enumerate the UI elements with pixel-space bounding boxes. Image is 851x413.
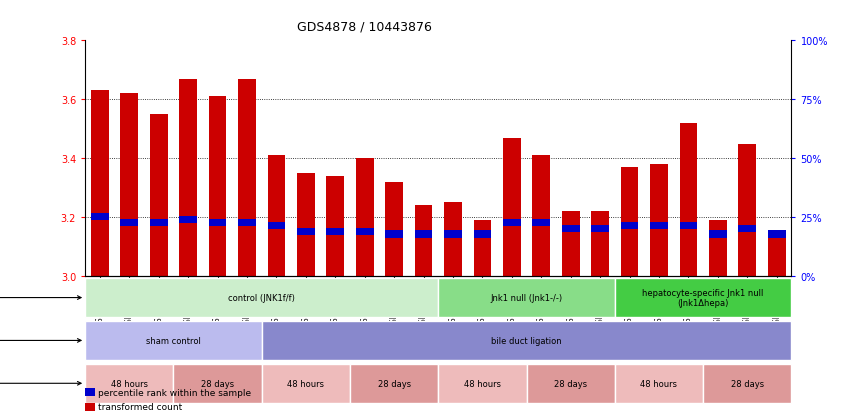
Text: Jnk1 null (Jnk1-/-): Jnk1 null (Jnk1-/-) [490,293,563,302]
Bar [709,221,727,276]
Bar [327,176,344,276]
Bar [562,225,580,233]
FancyBboxPatch shape [438,279,614,317]
Bar [414,206,432,276]
Bar [503,138,521,276]
Bar [444,231,462,238]
Bar [503,219,521,226]
Bar [473,221,491,276]
Bar [414,231,432,238]
Bar [121,219,138,226]
Bar [150,219,168,226]
Bar [739,144,757,276]
Bar [297,173,315,276]
Bar [680,222,697,230]
Bar [297,228,315,235]
Bar [591,225,609,233]
Bar [208,219,226,226]
Bar [91,91,109,276]
FancyBboxPatch shape [614,279,791,317]
FancyBboxPatch shape [614,364,703,403]
Bar [267,222,285,230]
Bar [180,80,197,276]
Bar [208,97,226,276]
Text: 48 hours: 48 hours [464,379,501,388]
Text: 28 days: 28 days [201,379,234,388]
Text: control (JNK1f/f): control (JNK1f/f) [228,293,295,302]
Bar [650,165,668,276]
Bar [768,231,785,238]
Bar [650,222,668,230]
Text: protocol: protocol [0,336,81,345]
Bar [386,183,403,276]
Bar [473,231,491,238]
Bar [238,219,256,226]
Bar [180,216,197,223]
Bar [533,219,550,226]
FancyBboxPatch shape [262,321,791,360]
FancyBboxPatch shape [527,364,614,403]
FancyBboxPatch shape [174,364,262,403]
Bar [709,231,727,238]
Bar [356,228,374,235]
FancyBboxPatch shape [438,364,527,403]
Bar [267,156,285,276]
Bar [620,168,638,276]
Text: 48 hours: 48 hours [111,379,148,388]
Bar [680,123,697,276]
Text: bile duct ligation: bile duct ligation [491,336,562,345]
Bar [620,222,638,230]
Text: 28 days: 28 days [554,379,587,388]
FancyBboxPatch shape [85,321,262,360]
Text: time: time [0,379,81,388]
Bar [444,203,462,276]
Text: GDS4878 / 10443876: GDS4878 / 10443876 [297,20,431,33]
Text: percentile rank within the sample: percentile rank within the sample [98,388,251,397]
Bar [533,156,550,276]
Bar [739,225,757,233]
Text: sham control: sham control [146,336,201,345]
Text: 28 days: 28 days [378,379,411,388]
Bar [768,238,785,276]
Bar [356,159,374,276]
Bar [386,231,403,238]
FancyBboxPatch shape [85,279,438,317]
FancyBboxPatch shape [85,364,174,403]
FancyBboxPatch shape [350,364,438,403]
Text: 28 days: 28 days [731,379,764,388]
Bar [327,228,344,235]
FancyBboxPatch shape [703,364,791,403]
FancyBboxPatch shape [262,364,350,403]
Text: transformed count: transformed count [98,402,182,411]
Text: 48 hours: 48 hours [641,379,677,388]
Text: 48 hours: 48 hours [288,379,324,388]
Text: hepatocyte-specific Jnk1 null
(Jnk1Δhepa): hepatocyte-specific Jnk1 null (Jnk1Δhepa… [643,288,764,308]
Bar [121,94,138,276]
Text: genotype/variation: genotype/variation [0,293,81,302]
Bar [150,115,168,276]
Bar [591,212,609,276]
Bar [562,212,580,276]
Bar [91,213,109,221]
Bar [238,80,256,276]
